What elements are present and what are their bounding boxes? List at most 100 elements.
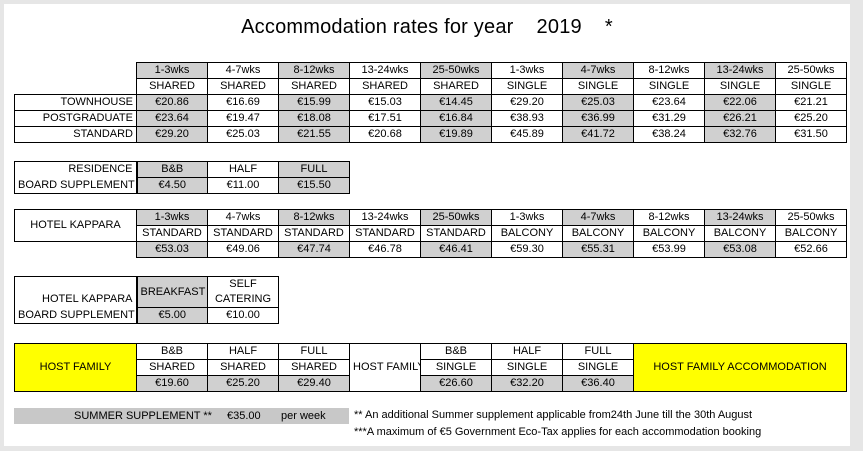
rate-value: €31.50 [775, 126, 847, 143]
type-header: SHARED [278, 78, 350, 95]
rate-value: €25.20 [775, 110, 847, 127]
host-shared-header: FULL [278, 343, 350, 360]
hotel-rate-value: €49.06 [207, 241, 279, 258]
rate-value: €21.21 [775, 94, 847, 111]
type-header: SHARED [136, 78, 208, 95]
hotel-period-header: 8-12wks [278, 209, 350, 226]
rates-sheet: Accommodation rates for year 2019 * 1-3w… [4, 4, 850, 446]
type-header: SHARED [207, 78, 279, 95]
residence-header: HALF [207, 161, 279, 178]
hotel-period-header: 25-50wks [775, 209, 847, 226]
period-header: 1-3wks [491, 62, 563, 79]
host-single-type: SINGLE [420, 359, 492, 376]
rate-value: €14.45 [420, 94, 492, 111]
summer-supplement-unit: per week [281, 410, 326, 422]
host-single-value: €26.60 [420, 375, 492, 392]
summer-supplement-bar: SUMMER SUPPLEMENT ** €35.00 per week [14, 408, 349, 424]
rate-value: €41.72 [562, 126, 634, 143]
rate-value: €38.24 [633, 126, 705, 143]
hotel-kappara-label: HOTEL KAPPARA [14, 209, 137, 242]
hotel-period-header: 25-50wks [420, 209, 492, 226]
host-shared-type: SHARED [207, 359, 279, 376]
residence-value: €4.50 [135, 177, 208, 194]
type-header: SINGLE [633, 78, 705, 95]
rate-value: €26.21 [704, 110, 776, 127]
rate-value: €45.89 [491, 126, 563, 143]
hotel-kappara-table: HOTEL KAPPARA 1-3wks 4-7wks 8-12wks 13-24wks… [14, 209, 847, 258]
hotel-type-header: STANDARD [420, 225, 492, 242]
type-header: SINGLE [562, 78, 634, 95]
rate-value: €17.51 [349, 110, 421, 127]
host-family-table: HOST FAMILY B&B HALF FULL HOST FAMILY B&… [14, 343, 847, 392]
rate-value: €38.93 [491, 110, 563, 127]
rates-corner [15, 63, 137, 79]
period-header: 4-7wks [562, 62, 634, 79]
rate-value: €15.03 [349, 94, 421, 111]
residence-header: B&B [135, 161, 208, 178]
host-single-header: HALF [491, 343, 563, 360]
rate-value: €16.69 [207, 94, 279, 111]
rates-table: 1-3wks 4-7wks 8-12wks 13-24wks 25-50wks 1-3wk… [14, 62, 847, 143]
host-shared-header: HALF [207, 343, 279, 360]
breakfast-header: BREAKFAST [135, 276, 208, 308]
row-label: POSTGRADUATE [14, 110, 137, 127]
hotel-type-header: STANDARD [136, 225, 208, 242]
host-shared-type: SHARED [136, 359, 208, 376]
host-shared-header: B&B [136, 343, 208, 360]
rate-value: €23.64 [136, 110, 208, 127]
host-shared-value: €25.20 [207, 375, 279, 392]
hotel-rate-value: €52.66 [775, 241, 847, 258]
type-header: SINGLE [775, 78, 847, 95]
rate-value: €32.76 [704, 126, 776, 143]
hotel-rate-value: €53.03 [136, 241, 208, 258]
rates-corner [14, 78, 137, 95]
period-header: 4-7wks [207, 62, 279, 79]
rate-value: €25.03 [207, 126, 279, 143]
period-header: 8-12wks [633, 62, 705, 79]
rate-value: €15.99 [278, 94, 350, 111]
residence-header: FULL [278, 161, 350, 178]
rate-value: €21.55 [278, 126, 350, 143]
host-shared-value: €19.60 [136, 375, 208, 392]
hotel-type-header: BALCONY [491, 225, 563, 242]
host-shared-value: €29.40 [278, 375, 350, 392]
rates-row: TOWNHOUSE €20.86 €16.69 €15.99 €15.03 €14.45 €… [14, 94, 847, 111]
period-header: 8-12wks [278, 62, 350, 79]
period-header: 1-3wks [136, 62, 208, 79]
residence-label: RESIDENCE [14, 161, 137, 178]
rate-value: €19.47 [207, 110, 279, 127]
host-single-header: B&B [420, 343, 492, 360]
title-star: * [604, 16, 613, 38]
host-single-type: SINGLE [562, 359, 634, 376]
summer-supplement-amount: €35.00 [227, 410, 261, 422]
hotel-period-header: 13-24wks [349, 209, 421, 226]
residence-board-label: BOARD SUPPLEMENT [14, 177, 137, 194]
type-header: SINGLE [491, 78, 563, 95]
host-family-accommodation-label: HOST FAMILY ACCOMMODATION [633, 343, 847, 392]
page-title: Accommodation rates for year 2019 * [4, 16, 850, 39]
self-catering-header-2: CATERING [207, 292, 279, 308]
hotel-type-header: STANDARD [207, 225, 279, 242]
rate-value: €18.08 [278, 110, 350, 127]
title-text: Accommodation rates for year [241, 16, 514, 38]
hotel-rate-value: €53.08 [704, 241, 776, 258]
hotel-rate-value: €53.99 [633, 241, 705, 258]
type-header: SINGLE [704, 78, 776, 95]
rate-value: €20.86 [136, 94, 208, 111]
hotel-type-header: BALCONY [775, 225, 847, 242]
rate-value: €23.64 [633, 94, 705, 111]
hotel-period-header: 4-7wks [562, 209, 634, 226]
hotel-board-value: €5.00 [135, 307, 208, 324]
row-label: TOWNHOUSE [14, 94, 137, 111]
hotel-board-table: BREAKFAST SELF HOTEL KAPPARA CATERING BO… [14, 276, 279, 324]
rate-value: €29.20 [136, 126, 208, 143]
hotel-rate-value: €46.78 [349, 241, 421, 258]
rate-value: €29.20 [491, 94, 563, 111]
summer-supplement-label: SUMMER SUPPLEMENT ** [74, 410, 212, 422]
period-header: 13-24wks [349, 62, 421, 79]
hotel-corner [15, 242, 137, 258]
hotel-rate-value: €47.74 [278, 241, 350, 258]
hotel-period-header: 1-3wks [136, 209, 208, 226]
rate-value: €22.06 [704, 94, 776, 111]
host-single-value: €36.40 [562, 375, 634, 392]
